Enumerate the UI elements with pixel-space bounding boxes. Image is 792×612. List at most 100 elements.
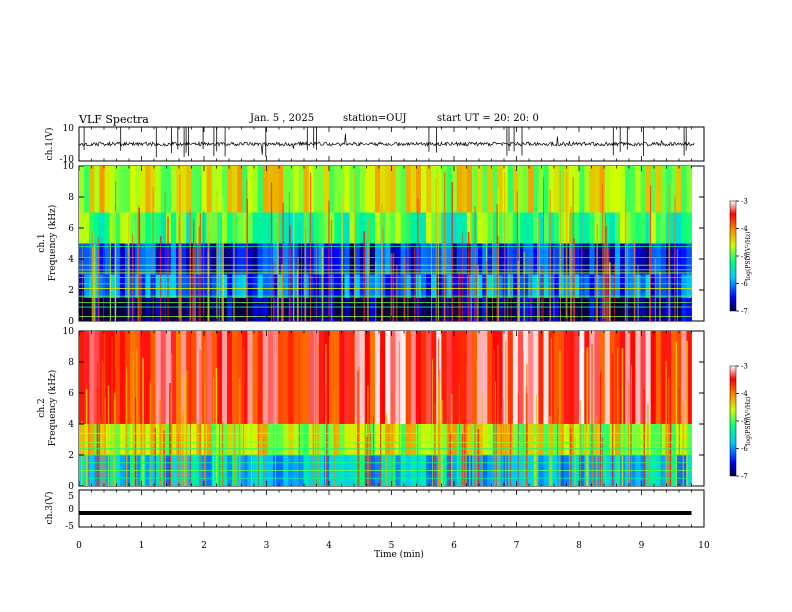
spectrogram-cell — [232, 331, 238, 424]
spectrogram-cell — [359, 274, 366, 298]
spectrogram-cell — [375, 243, 381, 275]
spectrogram-cell — [523, 212, 529, 244]
spectrogram-cell — [517, 331, 524, 424]
spectrogram-cell — [497, 166, 504, 213]
spectrogram-cell — [278, 424, 284, 455]
spheric-streak — [375, 261, 377, 321]
spectrogram-cell — [181, 212, 187, 244]
spectrogram-cell — [461, 243, 468, 275]
spheric-streak — [437, 379, 440, 486]
spheric-streak — [448, 349, 450, 486]
spheric-streak — [626, 195, 628, 321]
spectrogram-cell — [89, 166, 95, 213]
spectrogram-cell — [99, 297, 105, 321]
spectrogram-cell — [538, 166, 544, 213]
spheric-streak — [432, 359, 433, 486]
spectrogram-cell — [630, 212, 636, 244]
spheric-streak — [164, 191, 166, 321]
spectrogram-cell — [650, 243, 657, 275]
spectrogram-cell — [221, 274, 228, 298]
spectrogram-cell — [181, 166, 187, 213]
spectrogram-cell — [339, 424, 345, 455]
spheric-streak — [477, 264, 479, 321]
spectrogram-cell — [650, 212, 657, 244]
spectrogram-cell — [420, 212, 427, 244]
spheric-streak — [581, 213, 583, 321]
spectrogram-cell — [553, 274, 560, 298]
spectrogram-cell — [533, 331, 539, 424]
spheric-streak — [522, 350, 524, 486]
spectrogram-cell — [395, 331, 401, 424]
spheric-streak — [341, 198, 344, 321]
spectrogram-cell — [334, 297, 340, 321]
spheric-streak — [451, 181, 454, 321]
spectrogram-cell — [553, 331, 560, 424]
spectrogram-cell — [589, 274, 595, 298]
spectrogram-cell — [364, 331, 371, 424]
spectrogram-cell — [400, 212, 407, 244]
spheric-streak — [482, 393, 483, 486]
spectrogram-cell — [451, 212, 458, 244]
spheric-streak — [431, 173, 433, 321]
spectrogram-cell — [349, 274, 356, 298]
spectrogram-cell — [324, 212, 330, 244]
spectrogram-cell — [528, 166, 534, 213]
spectrogram-cell — [466, 243, 473, 275]
ch2-colorbar: -3 -4 -5 -6 -7 log(PSD)(V²/Hz) — [729, 363, 752, 481]
spectrogram-cell — [400, 243, 407, 275]
spectrogram-cell — [283, 297, 289, 321]
spectrogram-cell — [405, 297, 412, 321]
x-tick-label: 0 — [76, 541, 82, 551]
spectrogram-cell — [390, 166, 396, 213]
spectrogram-cell — [211, 166, 218, 213]
spheric-streak — [675, 341, 677, 486]
spectrogram-cell — [517, 274, 524, 298]
spectrogram-cell — [262, 212, 269, 244]
spectrogram-cell — [221, 166, 228, 213]
spectrogram-cell — [221, 331, 228, 424]
spectrogram-cell — [170, 243, 177, 275]
spheric-streak — [315, 239, 317, 321]
spectrogram-cell — [594, 166, 601, 213]
spheric-streak — [437, 175, 439, 321]
spectrogram-cell — [543, 331, 549, 424]
y-tick-label: 2 — [68, 451, 74, 461]
spectrogram-cell — [344, 297, 350, 321]
spectrogram-cell — [247, 274, 253, 298]
spectrogram-cell — [563, 331, 570, 424]
spectrogram-cell — [369, 166, 376, 213]
spectrogram-cell — [267, 212, 274, 244]
spectrogram-cell — [145, 243, 151, 275]
spheric-streak — [476, 262, 478, 321]
spectrogram-cell — [517, 297, 524, 321]
spectrogram-cell — [620, 297, 626, 321]
spectrogram-cell — [267, 166, 274, 213]
spectrogram-cell — [461, 212, 468, 244]
spectrogram-cell — [206, 424, 213, 455]
spectrogram-cell — [574, 212, 580, 244]
spectrogram-cell — [497, 424, 504, 455]
spectrogram-cell — [441, 424, 447, 455]
spectrogram-cell — [400, 424, 407, 455]
spectrogram-cell — [579, 331, 585, 424]
spectrogram-cell — [436, 274, 442, 298]
spectrogram-cell — [426, 212, 432, 244]
spectrogram-cell — [655, 297, 662, 321]
spectrogram-cell — [165, 331, 172, 424]
ch1-ytick-top: 10 — [63, 124, 75, 134]
spheric-streak — [605, 226, 607, 321]
spectrogram-cell — [303, 243, 310, 275]
spectrogram-cell — [165, 424, 172, 455]
spectrogram-cell — [517, 166, 524, 213]
spectrogram-cell — [482, 243, 488, 275]
spectrogram-cell — [237, 212, 243, 244]
spectrogram-cell — [487, 243, 493, 275]
spectrogram-cell — [344, 212, 350, 244]
spheric-streak — [414, 245, 416, 321]
spectrogram-cell — [104, 166, 111, 213]
spheric-streak — [178, 217, 180, 321]
spheric-streak — [606, 221, 608, 321]
spectrogram-cell — [84, 331, 90, 424]
spectrogram-cell — [655, 212, 662, 244]
spectrogram-cell — [201, 212, 207, 244]
